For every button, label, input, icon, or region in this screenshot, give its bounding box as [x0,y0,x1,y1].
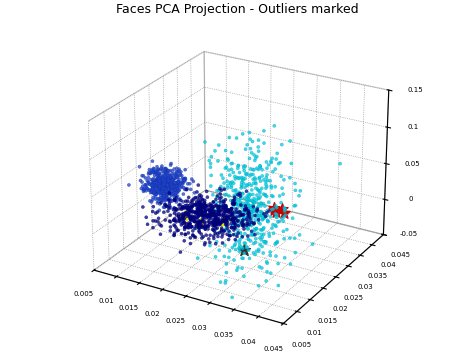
Title: Faces PCA Projection - Outliers marked: Faces PCA Projection - Outliers marked [116,3,358,16]
